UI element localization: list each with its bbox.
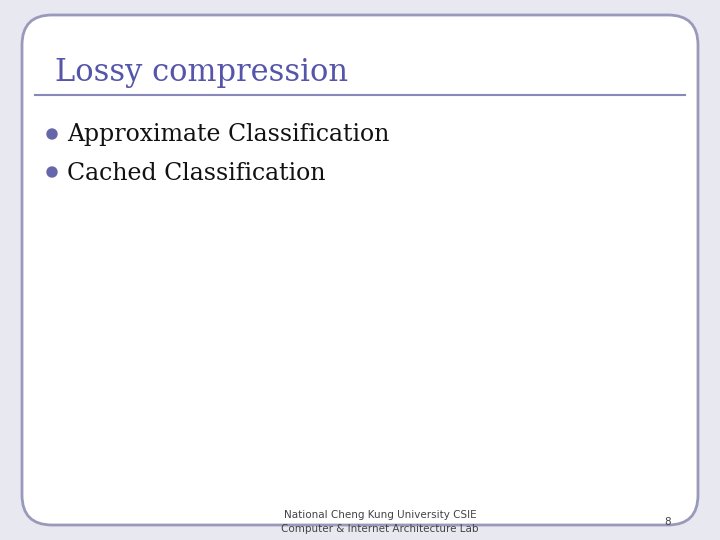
Circle shape — [47, 167, 57, 177]
Text: 8: 8 — [665, 517, 671, 527]
Circle shape — [47, 129, 57, 139]
FancyBboxPatch shape — [22, 15, 698, 525]
Text: Cached Classification: Cached Classification — [67, 161, 325, 185]
Text: Approximate Classification: Approximate Classification — [67, 124, 390, 146]
Text: Lossy compression: Lossy compression — [55, 57, 348, 87]
Text: National Cheng Kung University CSIE
Computer & Internet Architecture Lab: National Cheng Kung University CSIE Comp… — [282, 510, 479, 535]
